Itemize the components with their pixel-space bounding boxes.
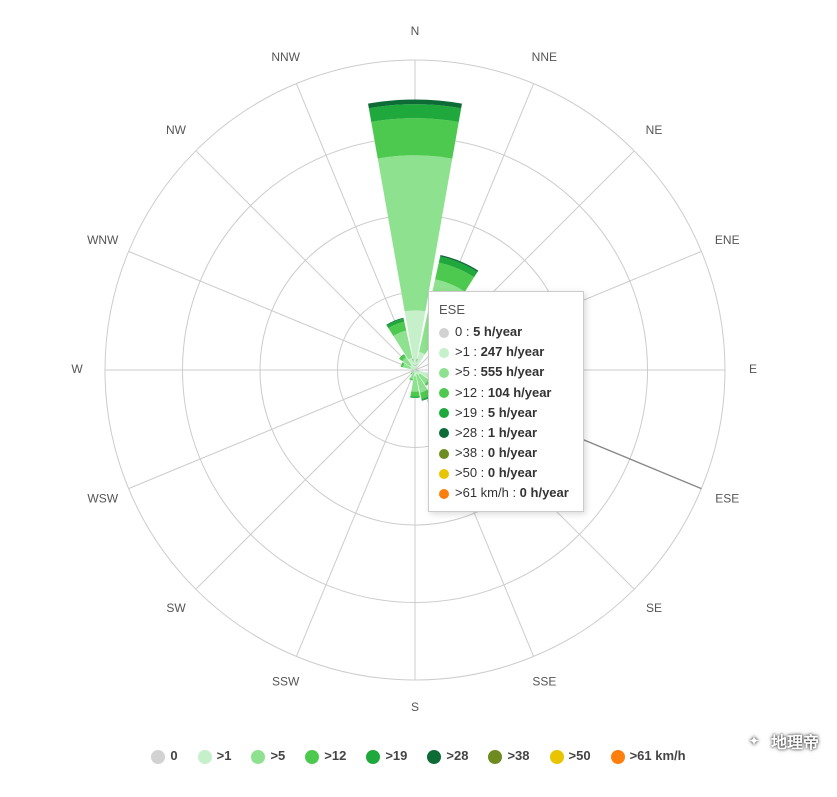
legend-label: >19 (385, 748, 407, 763)
legend-item[interactable]: >50 (550, 748, 591, 764)
color-dot-icon (439, 328, 449, 338)
direction-label-sw: SW (166, 601, 186, 615)
legend-item[interactable]: >19 (366, 748, 407, 764)
color-dot-icon (550, 750, 564, 764)
tooltip-row: >19 : 5 h/year (439, 403, 569, 423)
legend-label: 0 (170, 748, 177, 763)
direction-label-ene: ENE (715, 233, 740, 247)
legend-label: >50 (569, 748, 591, 763)
color-dot-icon (427, 750, 441, 764)
tooltip-row: >61 km/h : 0 h/year (439, 483, 569, 503)
direction-label-ese: ESE (715, 492, 739, 506)
color-dot-icon (439, 348, 449, 358)
color-dot-icon (198, 750, 212, 764)
color-dot-icon (439, 489, 449, 499)
watermark-text: 地理帝 (771, 729, 819, 753)
direction-label-nnw: NNW (271, 50, 300, 64)
color-dot-icon (439, 368, 449, 378)
color-dot-icon (439, 469, 449, 479)
direction-label-ne: NE (646, 123, 663, 137)
color-dot-icon (251, 750, 265, 764)
tooltip-row: >12 : 104 h/year (439, 383, 569, 403)
legend-item[interactable]: >12 (305, 748, 346, 764)
legend-label: >38 (507, 748, 529, 763)
legend-label: >5 (270, 748, 285, 763)
color-dot-icon (439, 449, 449, 459)
direction-label-wnw: WNW (87, 233, 119, 247)
direction-label-nw: NW (166, 123, 187, 137)
legend-label: >61 km/h (630, 748, 686, 763)
wind-rose-tooltip: ESE 0 : 5 h/year>1 : 247 h/year>5 : 555 … (428, 291, 584, 512)
tooltip-row: >50 : 0 h/year (439, 463, 569, 483)
color-dot-icon (488, 750, 502, 764)
direction-label-sse: SSE (532, 674, 556, 688)
color-dot-icon (305, 750, 319, 764)
direction-label-w: W (71, 362, 83, 376)
tooltip-row: >5 : 555 h/year (439, 362, 569, 382)
color-dot-icon (439, 428, 449, 438)
color-dot-icon (439, 408, 449, 418)
tooltip-row: >28 : 1 h/year (439, 423, 569, 443)
color-dot-icon (439, 388, 449, 398)
legend-item[interactable]: >5 (251, 748, 285, 764)
legend-label: >1 (217, 748, 232, 763)
legend-item[interactable]: >1 (198, 748, 232, 764)
watermark: ✦ 地理帝 (743, 729, 819, 753)
wechat-icon: ✦ (743, 730, 765, 752)
color-dot-icon (611, 750, 625, 764)
legend-label: >28 (446, 748, 468, 763)
legend-item[interactable]: >28 (427, 748, 468, 764)
rose-sector[interactable] (371, 118, 458, 158)
color-dot-icon (151, 750, 165, 764)
tooltip-row: >38 : 0 h/year (439, 443, 569, 463)
legend-item[interactable]: >61 km/h (611, 748, 686, 764)
legend-item[interactable]: >38 (488, 748, 529, 764)
direction-label-e: E (749, 362, 757, 376)
direction-label-n: N (411, 24, 420, 38)
tooltip-row: 0 : 5 h/year (439, 322, 569, 342)
rose-sector[interactable] (410, 391, 419, 396)
direction-label-s: S (411, 700, 419, 714)
legend-item[interactable]: 0 (151, 748, 177, 764)
direction-label-wsw: WSW (87, 492, 118, 506)
legend-label: >12 (324, 748, 346, 763)
color-dot-icon (366, 750, 380, 764)
direction-label-se: SE (646, 601, 662, 615)
direction-label-ssw: SSW (272, 674, 300, 688)
wind-rose-legend: 0 >1 >5 >12 >19 >28 >38 >50 >61 km/h (0, 748, 837, 764)
direction-label-nne: NNE (532, 50, 557, 64)
tooltip-row: >1 : 247 h/year (439, 342, 569, 362)
wind-rose-chart[interactable]: NNNENEENEEESESESSESSSWSWWSWWWNWNWNNW0500… (0, 0, 837, 740)
tooltip-title: ESE (439, 300, 569, 320)
